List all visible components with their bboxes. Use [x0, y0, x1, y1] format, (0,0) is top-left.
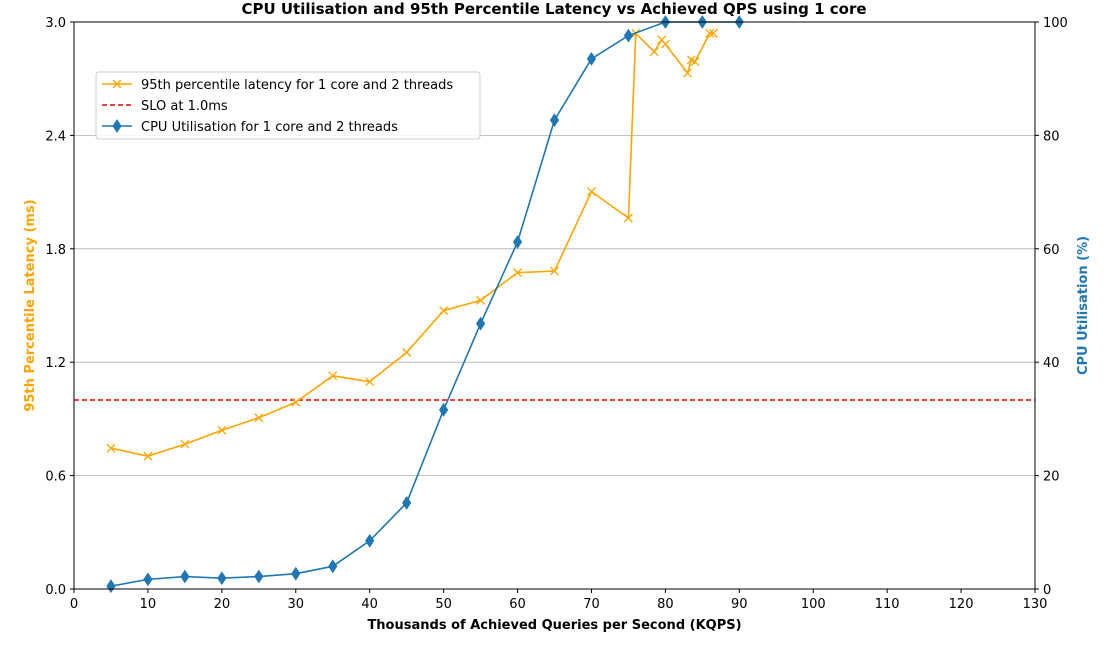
x-tick-label: 20 — [214, 597, 231, 612]
plot-frame — [73, 21, 1036, 590]
cpu-line — [110, 21, 740, 587]
y-right-tick-label: 60 — [1043, 243, 1060, 258]
ticks: 0.0 0.6 1.2 1.8 2.4 3.0 0 20 40 60 80 100 0 10 20 30 40 5… — [45, 16, 1068, 612]
x-tick-label: 90 — [731, 597, 748, 612]
legend-latency-label: 95th percentile latency for 1 core and 2… — [141, 78, 453, 93]
cpu-point — [586, 51, 597, 66]
x-tick-label: 50 — [435, 597, 452, 612]
y-left-tick-label: 1.2 — [45, 356, 66, 371]
legend-items: 95th percentile latency for 1 core and 2… — [102, 78, 453, 135]
y-left-tick-label: 0.0 — [45, 583, 66, 598]
latency-point — [328, 371, 338, 381]
legend: 95th percentile latency for 1 core and 2… — [95, 71, 481, 140]
legend-box — [95, 71, 481, 140]
latency-point — [180, 439, 190, 449]
x-tick-label: 110 — [875, 597, 900, 612]
latency-point — [649, 47, 659, 57]
x-tick-label: 60 — [509, 597, 526, 612]
grid — [74, 134, 1035, 477]
y-left-tick-label: 1.8 — [45, 243, 66, 258]
latency-point — [254, 413, 264, 423]
cpu-point — [402, 495, 412, 510]
latency-point — [623, 213, 633, 223]
x-tick-label: 120 — [949, 597, 974, 612]
latency-point — [690, 57, 700, 67]
latency-point — [106, 443, 116, 453]
latency-point — [439, 306, 449, 316]
x-tick-label: 30 — [287, 597, 304, 612]
legend-cpu-label: CPU Utilisation for 1 core and 2 threads — [141, 120, 398, 135]
y-left-tick-label: 3.0 — [45, 16, 66, 31]
x-tick-label: 100 — [801, 597, 826, 612]
cpu-point — [439, 402, 449, 417]
latency-line — [110, 31, 714, 457]
latency-point — [476, 295, 486, 305]
chart-title: CPU Utilisation and 95th Percentile Late… — [241, 0, 866, 18]
y-left-axis-title: 95th Percentile Latency (ms) — [23, 199, 38, 411]
latency-point — [402, 347, 412, 357]
latency-point — [365, 377, 375, 387]
cpu-point — [217, 571, 227, 586]
y-right-tick-label: 100 — [1043, 16, 1068, 31]
latency-point — [291, 397, 301, 407]
latency-point — [708, 28, 718, 38]
latency-point — [550, 266, 559, 276]
cpu-point — [254, 569, 264, 584]
series-layer — [74, 15, 1035, 594]
latency-point — [587, 187, 596, 196]
y-right-tick-label: 20 — [1043, 470, 1060, 485]
legend-latency-marker — [112, 79, 122, 89]
y-right-axis-title: CPU Utilisation (%) — [1076, 236, 1091, 375]
latency-point — [217, 425, 227, 435]
cpu-point — [365, 533, 375, 548]
cpu-point — [106, 579, 116, 594]
latency-point — [683, 68, 693, 78]
cpu-point — [512, 235, 523, 249]
cpu-point — [328, 559, 338, 574]
y-right-tick-label: 80 — [1043, 129, 1060, 144]
x-tick-label: 70 — [583, 597, 600, 612]
y-left-tick-label: 0.6 — [45, 470, 66, 485]
cpu-point — [549, 113, 560, 127]
x-tick-label: 10 — [140, 597, 157, 612]
cpu-point — [180, 569, 190, 584]
latency-point — [705, 28, 715, 38]
cpu-point — [623, 28, 634, 43]
x-tick-label: 80 — [657, 597, 674, 612]
x-tick-label: 130 — [1023, 597, 1048, 612]
cpu-point — [475, 316, 486, 331]
x-tick-label: 0 — [70, 597, 78, 612]
latency-point — [513, 268, 522, 278]
cpu-point — [143, 572, 153, 587]
y-left-tick-label: 2.4 — [45, 129, 66, 144]
y-right-tick-label: 40 — [1043, 356, 1060, 371]
latency-point — [143, 451, 153, 461]
latency-point — [660, 39, 670, 49]
x-axis-title: Thousands of Achieved Queries per Second… — [367, 618, 741, 633]
x-tick-label: 40 — [361, 597, 378, 612]
legend-cpu-marker — [112, 119, 122, 133]
y-right-tick-label: 0 — [1043, 583, 1051, 598]
legend-slo-label: SLO at 1.0ms — [141, 99, 228, 114]
cpu-point — [291, 566, 301, 581]
